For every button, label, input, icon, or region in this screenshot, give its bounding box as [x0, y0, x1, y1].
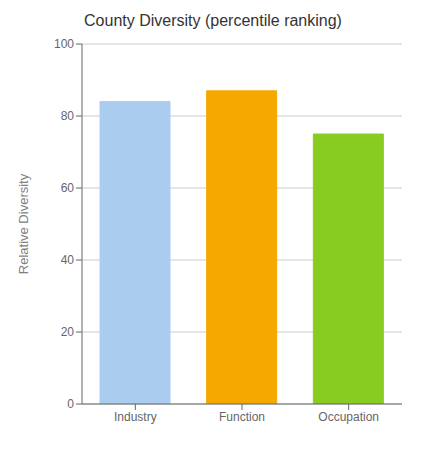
svg-text:Industry: Industry: [114, 410, 157, 424]
svg-text:0: 0: [67, 397, 74, 411]
html-text:County Diversity (percentile r: County Diversity (percentile ranking): [84, 12, 342, 29]
svg-text:Function: Function: [219, 410, 265, 424]
svg-text:80: 80: [61, 109, 75, 123]
svg-text:100: 100: [54, 37, 74, 51]
svg-text:Occupation: Occupation: [318, 410, 379, 424]
svg-text:20: 20: [61, 325, 75, 339]
svg-text:60: 60: [61, 181, 75, 195]
svg-text:Relative Diversity: Relative Diversity: [16, 173, 31, 274]
svg-text:40: 40: [61, 253, 75, 267]
